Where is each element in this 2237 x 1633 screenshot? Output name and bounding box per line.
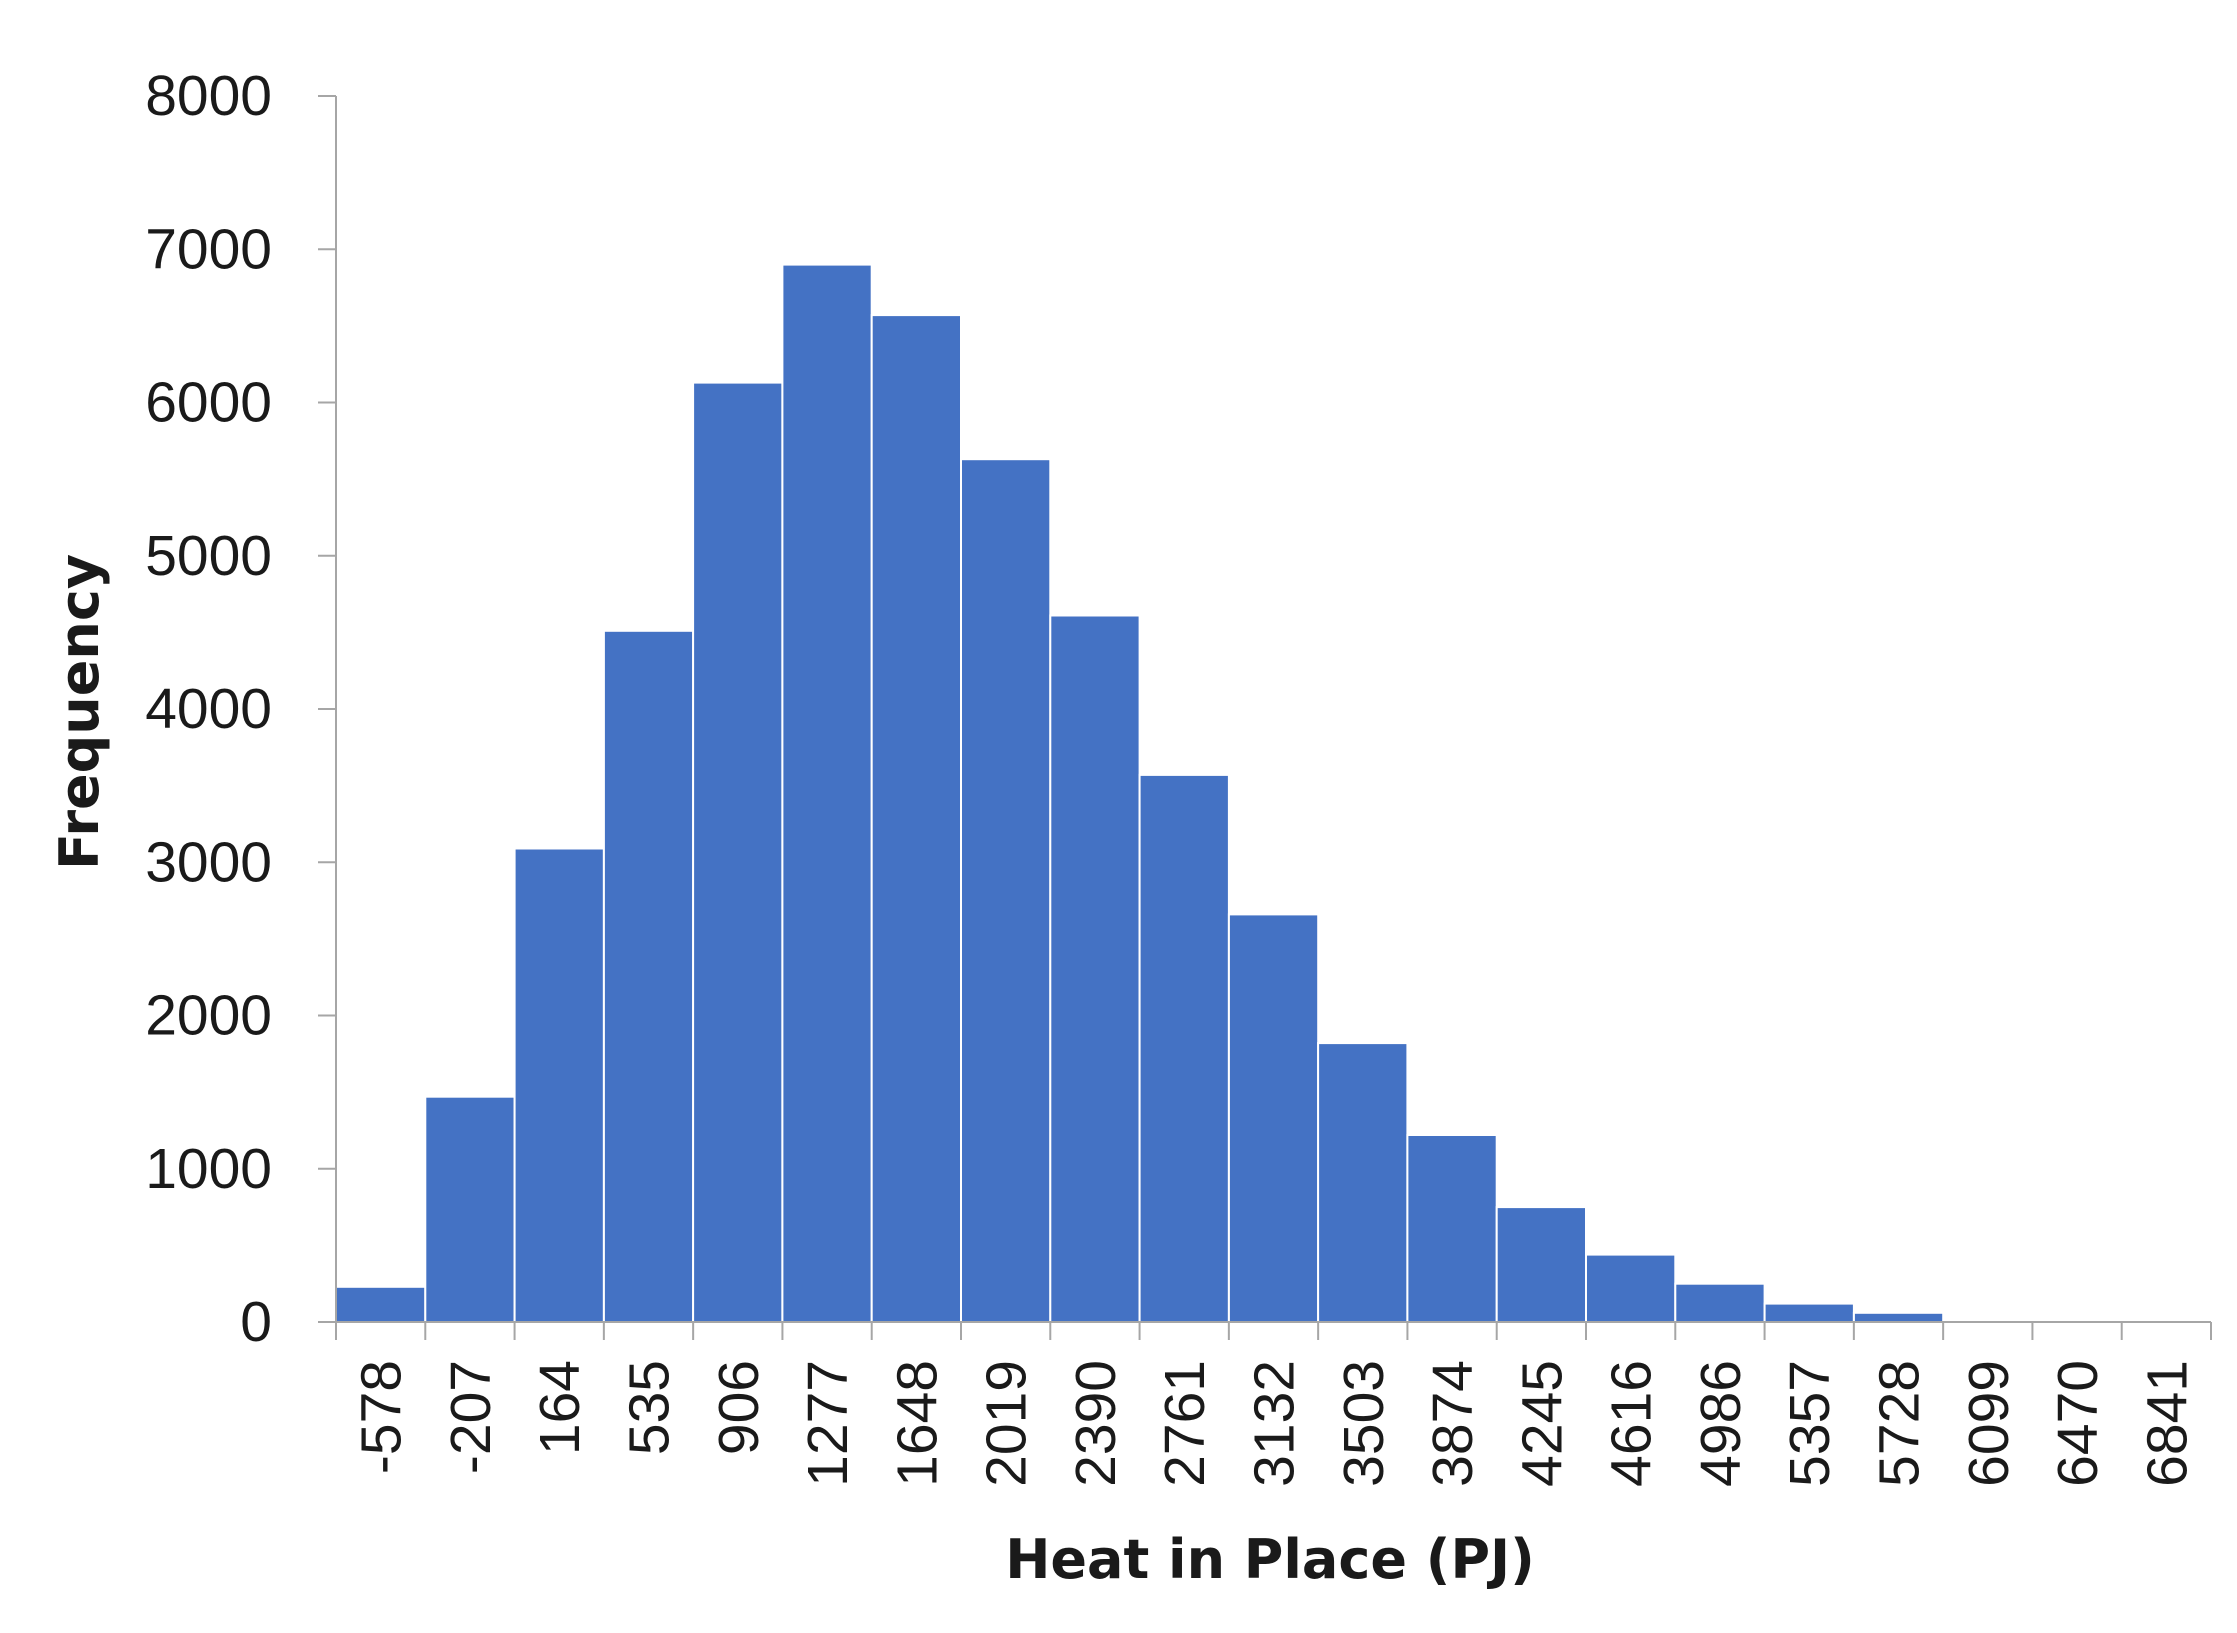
x-tick-label: 906 bbox=[707, 1360, 771, 1455]
histogram-bar-906 bbox=[692, 381, 784, 1324]
histogram-bar-1277 bbox=[781, 263, 873, 1324]
y-tick-label: 6000 bbox=[145, 371, 272, 435]
histogram-bar-5357 bbox=[1763, 1302, 1855, 1323]
x-tick-label: 3503 bbox=[1332, 1360, 1396, 1487]
x-tick-labels: -578 -207 164 535 906 1277 1648 2019 2390 2761 313… bbox=[350, 1360, 2200, 1487]
y-axis-title: Frequency bbox=[48, 554, 111, 870]
y-tick-label: 7000 bbox=[145, 217, 272, 281]
histogram-bar-2390 bbox=[1049, 614, 1141, 1323]
x-axis-title: Heat in Place (PJ) bbox=[1005, 1528, 1535, 1591]
histogram-bar-4986 bbox=[1674, 1282, 1766, 1323]
histogram-bar-3132 bbox=[1227, 913, 1320, 1324]
histogram-bar-164 bbox=[513, 847, 605, 1323]
histogram-bar-2019 bbox=[960, 458, 1052, 1323]
x-tick-label: 535 bbox=[618, 1360, 682, 1455]
histogram-bar-3874 bbox=[1406, 1134, 1498, 1323]
x-tick-label: 6470 bbox=[2046, 1360, 2110, 1487]
x-tick-label: -578 bbox=[350, 1360, 414, 1474]
y-tick-label: 3000 bbox=[145, 830, 272, 894]
x-tick-label: 5728 bbox=[1868, 1360, 1932, 1487]
y-tick-label: 5000 bbox=[145, 524, 272, 588]
x-tick-label: 6841 bbox=[2135, 1360, 2199, 1487]
x-tick-label: 1277 bbox=[796, 1360, 860, 1487]
x-tick-label: 4245 bbox=[1510, 1360, 1574, 1487]
histogram-bar-4245 bbox=[1495, 1206, 1587, 1323]
y-tick-labels: 0 1000 2000 3000 4000 5000 6000 7000 8000 bbox=[145, 64, 272, 1354]
x-tick-label: -207 bbox=[439, 1360, 503, 1474]
y-tick-label: 4000 bbox=[145, 677, 272, 741]
histogram-bar-3503 bbox=[1317, 1042, 1409, 1323]
x-tick-label: 3874 bbox=[1421, 1360, 1485, 1487]
x-tick-label: 5357 bbox=[1778, 1360, 1842, 1487]
x-tick-label: 4986 bbox=[1689, 1360, 1753, 1487]
x-tick-label: 6099 bbox=[1957, 1360, 2021, 1487]
histogram-bar-1648 bbox=[870, 314, 963, 1324]
y-tick-label: 0 bbox=[240, 1290, 272, 1354]
x-tick-label: 2390 bbox=[1064, 1360, 1128, 1487]
histogram-bar-535 bbox=[602, 629, 695, 1323]
x-tick-label: 2019 bbox=[975, 1360, 1039, 1487]
x-tick-label: 2761 bbox=[1153, 1360, 1217, 1487]
histogram-bar-4616 bbox=[1585, 1253, 1677, 1323]
y-tick-label: 2000 bbox=[145, 984, 272, 1048]
y-tick-label: 1000 bbox=[145, 1137, 272, 1201]
histogram-bar-5728 bbox=[1852, 1311, 1945, 1324]
histogram-bar-2761 bbox=[1138, 773, 1230, 1323]
y-tick-label: 8000 bbox=[145, 64, 272, 128]
x-tick-label: 164 bbox=[528, 1360, 592, 1455]
histogram-bar--207 bbox=[424, 1095, 516, 1323]
histogram-bar--578 bbox=[335, 1285, 427, 1324]
x-tick-label: 3132 bbox=[1243, 1360, 1307, 1487]
x-tick-label: 4616 bbox=[1600, 1360, 1664, 1487]
bars-group bbox=[335, 263, 1945, 1324]
axes-group bbox=[318, 95, 2212, 1340]
x-tick-label: 1648 bbox=[885, 1360, 949, 1487]
